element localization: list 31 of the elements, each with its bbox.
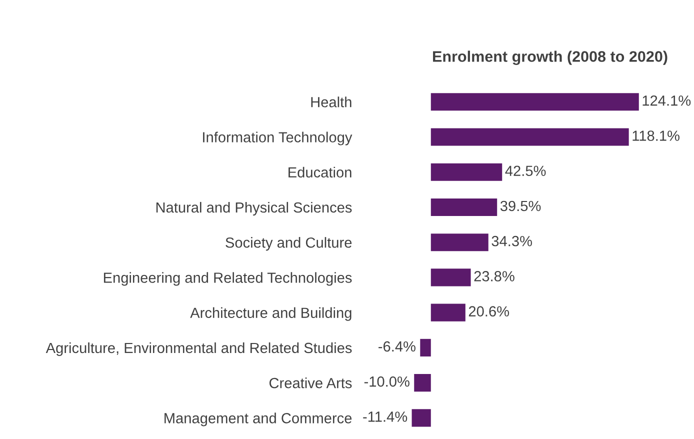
data-label: 124.1% (642, 95, 691, 106)
bar (420, 338, 431, 356)
y-tick-label: Information Technology (203, 132, 352, 146)
data-label: -10.0% (364, 376, 410, 387)
data-label: 20.6% (468, 306, 510, 316)
data-label: -6.4% (378, 341, 416, 352)
bar (430, 93, 639, 111)
y-tick-label: Creative Arts (269, 378, 352, 388)
bar (430, 234, 488, 252)
bar (430, 198, 498, 216)
data-label: 34.3% (492, 236, 532, 246)
data-label: 118.1% (632, 130, 680, 141)
y-tick-label: Health (311, 96, 352, 108)
bar (412, 409, 431, 427)
data-label: 42.5% (505, 166, 546, 176)
data-label: -11.4% (363, 412, 408, 422)
y-tick-label: Engineering and Related Technologies (104, 272, 352, 286)
chart-title: Enrolment growth (2008 to 2020) (433, 50, 668, 65)
data-label: 23.8% (474, 271, 514, 282)
y-tick-label: Management and Commerce (164, 412, 352, 426)
y-tick-label: Education (288, 166, 352, 178)
bar (430, 163, 502, 181)
bar (414, 374, 431, 392)
y-tick-label: Agriculture, Environmental and Related Studies (46, 342, 352, 356)
y-tick-label: Society and Culture (226, 237, 352, 251)
y-tick-label: Natural and Physical Sciences (156, 202, 352, 216)
y-tick-label: Architecture and Building (190, 307, 352, 321)
bar (430, 304, 466, 322)
data-label: 39.5% (500, 200, 541, 212)
bar (430, 268, 471, 286)
bar (430, 128, 629, 146)
